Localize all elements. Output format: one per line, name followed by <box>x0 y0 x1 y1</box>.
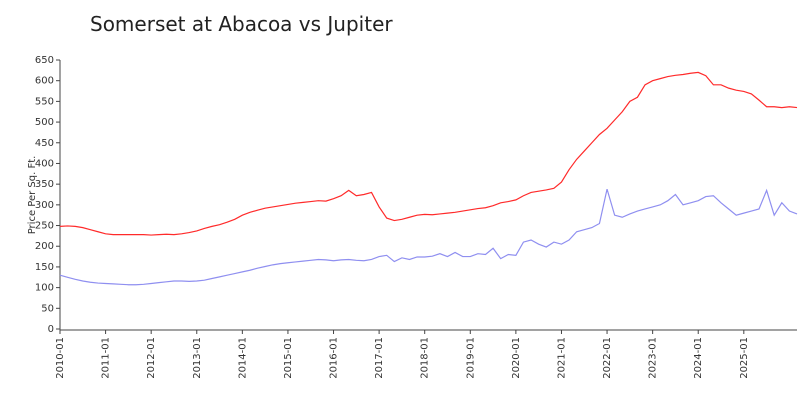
x-tick-label: 2018-01 <box>420 337 431 379</box>
x-tick-label: 2010-01 <box>55 337 66 379</box>
y-tick-label: 350 <box>35 179 54 190</box>
x-tick-label: 2021-01 <box>556 337 567 379</box>
series-line <box>59 188 798 286</box>
y-tick-label: 300 <box>35 200 54 211</box>
y-tick-label: 650 <box>35 55 54 66</box>
x-tick-label: 2019-01 <box>465 337 476 379</box>
x-tick-label: 2020-01 <box>511 337 522 379</box>
x-tick-label: 2011-01 <box>101 337 112 379</box>
chart-title: Somerset at Abacoa vs Jupiter <box>90 12 393 36</box>
y-tick-label: 200 <box>35 241 54 252</box>
y-tick-label: 50 <box>41 303 54 314</box>
x-tick-label: 2015-01 <box>283 337 294 379</box>
y-tick-label: 450 <box>35 138 54 149</box>
x-tick-label: 2016-01 <box>329 337 340 379</box>
y-tick-label: 600 <box>35 76 54 87</box>
y-tick-label: 550 <box>35 96 54 107</box>
y-tick-label: 100 <box>35 283 54 294</box>
y-tick-label: 400 <box>35 158 54 169</box>
x-tick-label: 2012-01 <box>146 337 157 379</box>
y-axis-label: Price Per Sq. Ft. <box>27 156 38 235</box>
y-tick-label: 500 <box>35 117 54 128</box>
x-tick-label: 2017-01 <box>374 337 385 379</box>
series-line <box>59 71 798 236</box>
x-tick-label: 2023-01 <box>648 337 659 379</box>
x-tick-label: 2025-01 <box>739 337 750 379</box>
x-tick-label: 2022-01 <box>602 337 613 379</box>
y-tick-label: 0 <box>48 324 54 335</box>
y-tick-label: 150 <box>35 262 54 273</box>
y-tick-label: 250 <box>35 221 54 232</box>
x-tick-label: 2024-01 <box>693 337 704 379</box>
x-tick-label: 2013-01 <box>192 337 203 379</box>
x-tick-label: 2014-01 <box>237 337 248 379</box>
